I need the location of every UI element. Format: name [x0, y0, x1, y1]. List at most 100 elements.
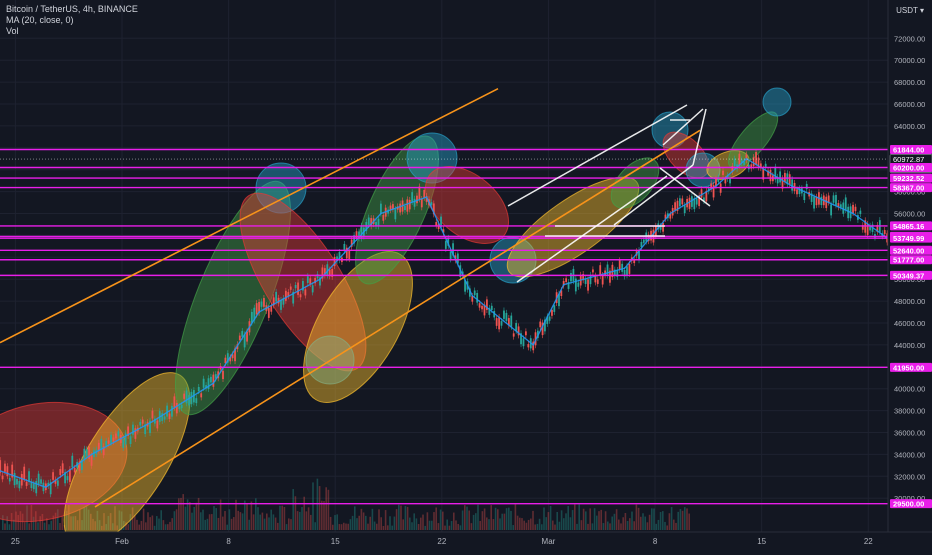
candle — [336, 256, 338, 261]
candle — [815, 196, 818, 206]
volume-bar — [184, 506, 187, 530]
level-price-label: 60972.87 — [893, 155, 924, 164]
volume-bar — [369, 516, 371, 530]
volume-bar — [41, 513, 44, 530]
wedge-line — [692, 108, 707, 166]
volume-bar — [233, 517, 235, 530]
candle — [803, 193, 806, 201]
volume-bar — [417, 523, 420, 530]
volume-bar — [248, 519, 250, 530]
candle — [292, 291, 295, 304]
candle — [280, 299, 282, 310]
volume-bar — [116, 525, 118, 530]
candle — [476, 292, 479, 303]
candle — [81, 460, 83, 470]
volume-bar — [626, 520, 629, 530]
candle — [633, 259, 636, 264]
volume-bar — [547, 512, 550, 530]
wedge-line — [659, 167, 711, 207]
candle — [331, 268, 334, 277]
candle — [90, 455, 93, 466]
volume-bar — [153, 525, 156, 530]
ma-indicator-label[interactable]: MA (20, close, 0) — [6, 15, 74, 25]
volume-bar — [646, 522, 649, 530]
series-point — [715, 185, 717, 187]
candle — [56, 480, 59, 486]
volume-bar — [127, 524, 129, 530]
price-tag-bg — [890, 221, 932, 231]
volume-indicator-label[interactable]: Vol — [6, 26, 19, 36]
wedge-line — [516, 175, 668, 283]
candle — [570, 273, 572, 282]
candle — [360, 225, 363, 239]
candle — [810, 193, 813, 202]
level-price-label: 59232.52 — [893, 174, 924, 183]
candle — [175, 402, 178, 414]
candle — [180, 404, 183, 409]
candle — [432, 203, 435, 215]
candle — [20, 473, 23, 486]
candle — [757, 157, 760, 168]
volume-bar — [635, 504, 638, 530]
volume-bar — [140, 520, 143, 530]
currency-label: USDT ▾ — [896, 6, 924, 15]
price-tick-label: 38000.00 — [894, 407, 925, 416]
candle — [124, 433, 127, 445]
volume-bar — [402, 519, 404, 530]
volume-bar — [409, 517, 411, 530]
volume-bar — [312, 482, 314, 530]
candle — [866, 223, 869, 235]
volume-bar — [195, 502, 198, 530]
candle — [613, 269, 616, 276]
volume-bar — [644, 516, 646, 530]
candle — [105, 440, 108, 446]
candle — [311, 285, 314, 293]
candle — [830, 204, 833, 216]
candle — [375, 221, 377, 227]
price-tag-bg — [890, 163, 932, 173]
volume-bar — [76, 520, 79, 530]
volume-bar — [376, 523, 378, 530]
candle — [464, 279, 466, 292]
volume-bar — [340, 524, 343, 530]
volume-bar — [321, 500, 323, 530]
candle — [798, 188, 801, 195]
blue-ellipse — [406, 132, 458, 184]
volume-bar — [468, 510, 470, 530]
candle — [813, 196, 815, 209]
volume-bar — [268, 517, 270, 530]
candle — [197, 387, 200, 392]
series-point — [562, 283, 565, 286]
candle — [399, 203, 402, 213]
candle — [541, 322, 544, 336]
yellow-ellipse — [506, 176, 640, 278]
candle — [258, 302, 260, 313]
candle — [440, 216, 442, 228]
volume-bar — [479, 520, 481, 530]
candle — [594, 275, 597, 283]
candle — [712, 184, 715, 198]
volume-bar — [525, 522, 528, 530]
series-point — [151, 420, 154, 423]
volume-bar — [226, 524, 228, 530]
candle — [560, 290, 563, 296]
candle — [659, 225, 662, 230]
volume-bar — [261, 512, 264, 530]
candle — [299, 294, 302, 298]
volume-bar — [411, 522, 413, 530]
volume-bar — [270, 509, 272, 530]
candle — [452, 243, 454, 256]
time-tick-label: 8 — [653, 537, 658, 546]
candle — [367, 217, 370, 225]
volume-bar — [151, 515, 154, 530]
volume-bar — [655, 523, 657, 530]
volume-bar — [516, 515, 519, 530]
level-price-label: 50349.37 — [893, 271, 924, 280]
candle — [49, 482, 52, 495]
volume-bar — [43, 522, 46, 530]
candle — [520, 333, 522, 345]
candle — [294, 284, 297, 289]
volume-bar — [426, 512, 429, 530]
